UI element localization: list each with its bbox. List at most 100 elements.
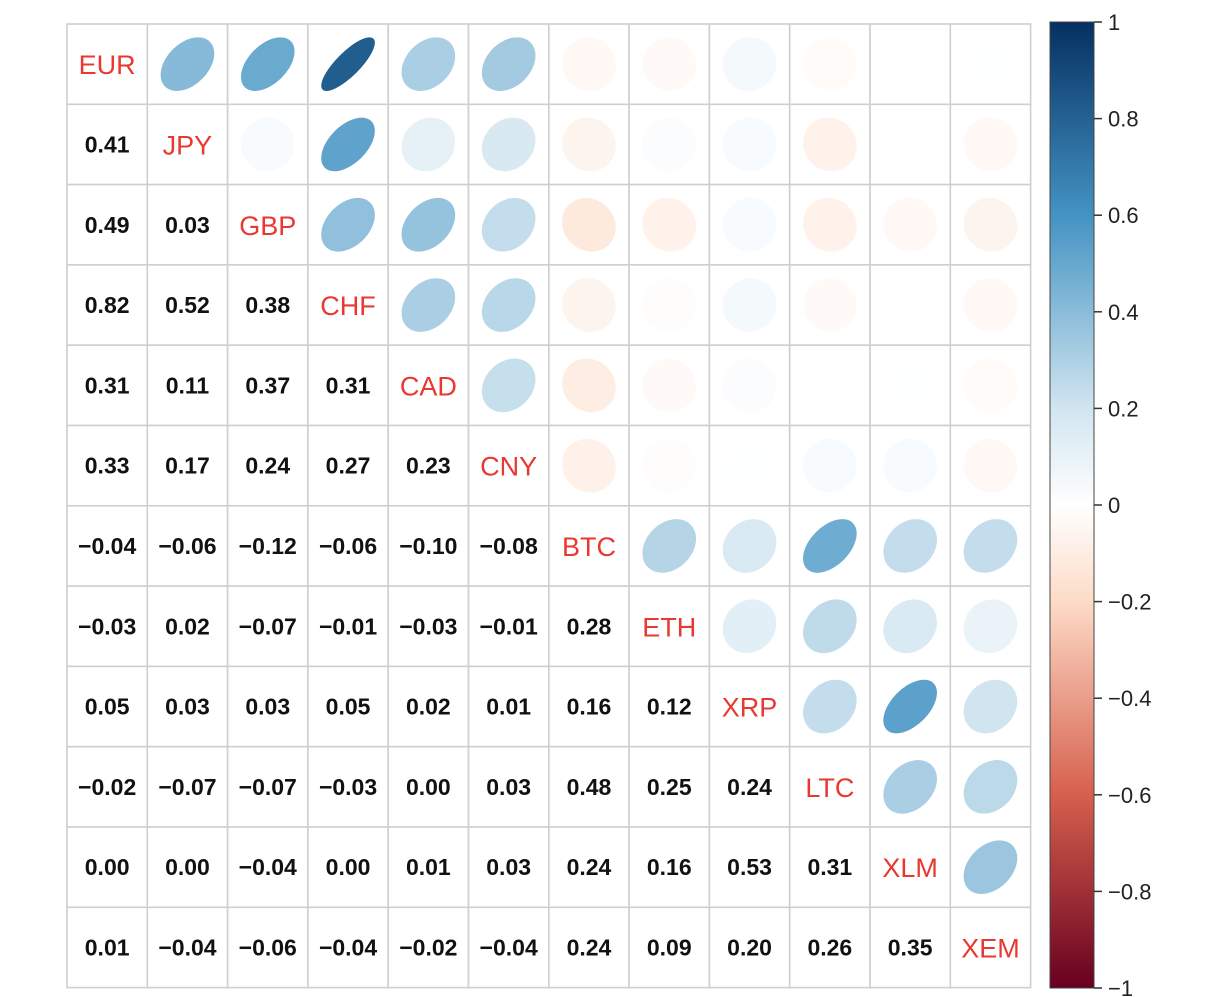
corr-value-xem-jpy: −0.04 (158, 934, 216, 960)
matrix-cell-cad-cad (387, 344, 470, 427)
corr-value-xrp-chf: 0.05 (326, 694, 371, 720)
corr-ellipse-btc-ltc (803, 519, 857, 573)
corr-ellipse-gbp-ltc (803, 197, 857, 252)
matrix-cell-xrp-eur (66, 665, 149, 748)
colorbar-tick-label: 0 (1108, 493, 1120, 518)
corr-ellipse-eur-xrp (722, 37, 777, 91)
corr-ellipse-cny-ltc (803, 438, 857, 493)
corr-value-cny-eur: 0.33 (85, 453, 130, 479)
colorbar-tick-label: −0.8 (1108, 879, 1151, 904)
matrix-cell-xem-jpy (146, 906, 229, 989)
corr-ellipse-cad-cny (481, 358, 536, 413)
matrix-cell-btc-eur (66, 504, 149, 587)
corr-ellipse-cad-btc (562, 358, 616, 413)
variable-label-jpy: JPY (163, 130, 213, 160)
corr-ellipse-chf-xem (963, 278, 1018, 332)
corr-value-xlm-cad: 0.01 (406, 854, 451, 880)
corr-value-cad-eur: 0.31 (85, 372, 130, 398)
corr-ellipse-gbp-xlm (883, 197, 937, 252)
corr-value-xrp-gbp: 0.03 (245, 694, 290, 720)
variable-label-gbp: GBP (239, 211, 296, 241)
corr-ellipse-jpy-xem (963, 117, 1018, 172)
corr-ellipse-cad-ltc (803, 358, 857, 413)
corr-ellipse-btc-eth (642, 519, 697, 573)
corr-value-ltc-eth: 0.25 (647, 774, 692, 800)
matrix-cell-eth-chf (307, 585, 389, 668)
matrix-cell-ltc-cad (387, 745, 470, 828)
matrix-cell-eth-cad (387, 585, 470, 668)
corr-ellipse-cny-xem (963, 438, 1018, 493)
matrix-cells: EUR 0.41 JPY 0.49 0.03 GBP 0.82 0.52 0.38 CHF 0.31… (66, 23, 1032, 989)
variable-label-eur: EUR (79, 50, 136, 80)
corr-ellipse-cad-xem (963, 358, 1018, 413)
corr-ellipse-eur-ltc (803, 37, 857, 91)
corr-value-eth-btc: 0.28 (567, 613, 612, 639)
matrix-cell-cad-eur (66, 344, 149, 427)
matrix-cell-xlm-xrp (708, 826, 791, 909)
matrix-cell-xem-ltc (788, 906, 871, 989)
corr-ellipse-cny-btc (562, 438, 616, 493)
corr-ellipse-cad-xlm (883, 358, 937, 413)
corr-value-chf-eur: 0.82 (85, 292, 130, 318)
corr-value-ltc-cny: 0.03 (486, 774, 531, 800)
matrix-cell-chf-gbp (226, 264, 309, 346)
corr-value-cny-chf: 0.27 (326, 453, 371, 479)
matrix-cell-xem-cny (467, 906, 550, 989)
matrix-cell-btc-cny (467, 504, 550, 587)
colorbar-gradient (1049, 21, 1095, 989)
corr-value-cad-gbp: 0.37 (245, 372, 290, 398)
corr-value-eth-jpy: 0.02 (165, 613, 210, 639)
corr-ellipse-cny-xlm (883, 438, 937, 493)
matrix-cell-xrp-cny (467, 665, 550, 748)
corr-ellipse-eth-xrp (722, 599, 777, 654)
corr-ellipse-btc-xlm (883, 519, 937, 573)
corr-value-ltc-gbp: −0.07 (239, 774, 297, 800)
corr-ellipse-gbp-cny (481, 197, 536, 252)
corr-ellipse-eth-xlm (883, 599, 937, 654)
corr-value-ltc-jpy: −0.07 (158, 774, 216, 800)
corr-value-xrp-btc: 0.16 (567, 694, 612, 720)
corr-value-chf-gbp: 0.38 (245, 292, 290, 318)
colorbar-tick-label: −0.4 (1108, 686, 1151, 711)
matrix-cell-xem-cad (387, 906, 470, 989)
variable-label-xrp: XRP (722, 693, 778, 723)
matrix-cell-btc-gbp (226, 504, 309, 587)
corr-value-eth-chf: −0.01 (319, 613, 377, 639)
corr-ellipse-cad-eth (642, 358, 697, 413)
corr-value-xlm-btc: 0.24 (567, 854, 612, 880)
corr-value-eth-cad: −0.03 (399, 613, 457, 639)
matrix-cell-xlm-eur (66, 826, 149, 909)
colorbar: 1 0.8 0.6 0.4 0.2 0 −0.2 −0.4 −0.6 −0.8 −1 (1049, 10, 1151, 997)
matrix-cell-xlm-cny (467, 826, 550, 909)
colorbar-tick-label: 0.2 (1108, 396, 1139, 421)
corr-ellipse-eur-cny (481, 37, 536, 91)
corr-ellipse-chf-xrp (722, 278, 777, 332)
matrix-cell-xem-btc (547, 906, 630, 989)
corr-value-ltc-chf: −0.03 (319, 774, 377, 800)
matrix-cell-btc-chf (307, 504, 389, 587)
colorbar-tick-label: −1 (1108, 976, 1133, 997)
colorbar-tick-label: −0.6 (1108, 783, 1151, 808)
corr-ellipse-gbp-cad (401, 197, 456, 252)
matrix-cell-xlm-jpy (146, 826, 229, 909)
variable-label-btc: BTC (562, 532, 616, 562)
matrix-cell-jpy-jpy (146, 103, 229, 186)
corr-ellipse-chf-cad (401, 278, 456, 332)
matrix-cell-cad-gbp (226, 344, 309, 427)
corr-value-btc-eur: −0.04 (78, 533, 136, 559)
corr-value-ltc-eur: −0.02 (78, 774, 136, 800)
corr-ellipse-eth-ltc (803, 599, 857, 654)
corr-ellipse-chf-cny (481, 278, 536, 332)
corr-ellipse-jpy-ltc (803, 117, 857, 172)
corr-ellipse-gbp-btc (562, 197, 616, 252)
corr-ellipse-xlm-xem (963, 840, 1018, 894)
colorbar-tick-label: 0.4 (1108, 300, 1139, 325)
matrix-cell-xrp-btc (547, 665, 630, 748)
corr-ellipse-jpy-cad (401, 117, 456, 172)
corr-ellipse-eur-jpy (160, 37, 215, 91)
corr-ellipse-jpy-xrp (722, 117, 777, 172)
corr-value-cny-jpy: 0.17 (165, 453, 210, 479)
colorbar-tick-label: 1 (1108, 10, 1120, 35)
colorbar-tick-label: −0.2 (1108, 590, 1151, 615)
